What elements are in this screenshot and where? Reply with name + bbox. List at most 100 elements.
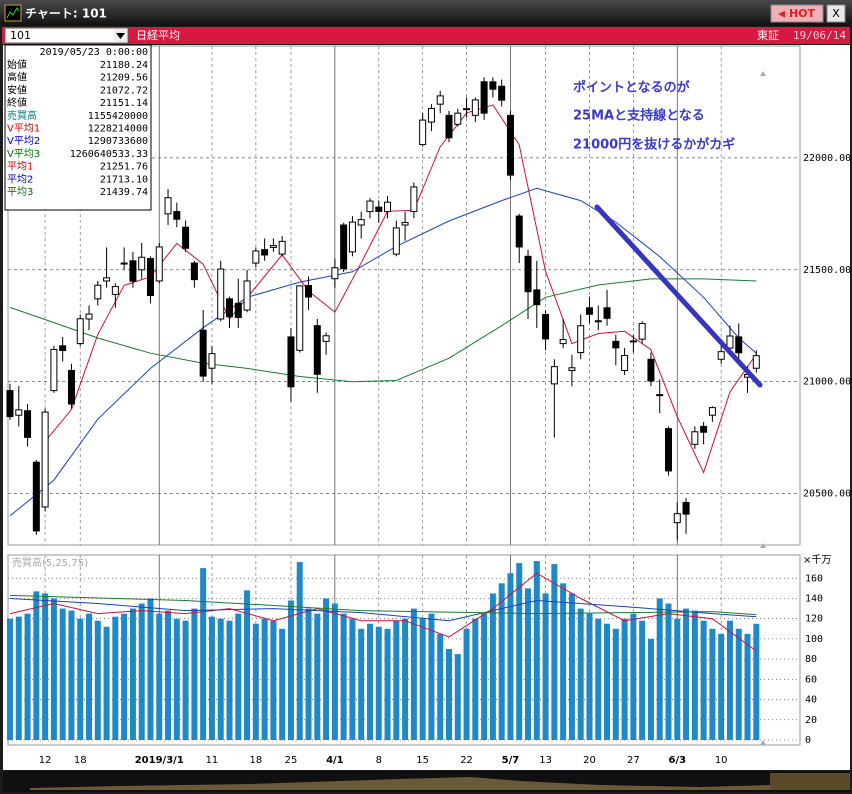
volume-bar	[551, 564, 558, 740]
price-pane	[7, 45, 801, 546]
candle-body	[103, 277, 111, 282]
info-label: 終値	[7, 96, 27, 109]
volume-bar	[7, 618, 13, 740]
volume-bar	[463, 628, 470, 740]
title-bar	[0, 0, 852, 26]
volume-bar	[279, 628, 286, 740]
candle-body	[454, 112, 462, 125]
volume-bar	[59, 608, 66, 740]
candle-body	[164, 197, 172, 215]
info-label: 安値	[7, 83, 27, 96]
y-tick-label: 22000.00	[803, 153, 851, 164]
volume-bar	[261, 618, 268, 740]
candle-body	[550, 366, 558, 385]
candle-body	[638, 322, 646, 340]
candle-body	[647, 358, 655, 382]
info-value: 21180.24	[100, 60, 148, 71]
app-icon-glyph	[6, 7, 20, 19]
candle-body	[506, 114, 514, 176]
candle-body	[252, 250, 260, 264]
candle-body	[559, 339, 567, 345]
overview-mini	[30, 777, 770, 790]
volume-bar	[366, 623, 373, 740]
volume-bar	[200, 568, 207, 740]
candle-body	[375, 206, 383, 212]
x-tick-label: 2019/3/1	[135, 755, 184, 766]
info-label: V平均2	[7, 135, 40, 147]
scroll-mark	[760, 71, 766, 76]
y-tick-label: 60	[805, 674, 817, 685]
candle-body	[436, 95, 444, 105]
market: 東証	[757, 29, 779, 42]
volume-bar	[103, 626, 110, 740]
volume-bar	[15, 616, 22, 740]
candle-body	[305, 284, 313, 298]
volume-bar	[735, 628, 742, 740]
volume-bar	[147, 598, 154, 740]
volume-bar	[674, 618, 681, 740]
info-box	[4, 44, 152, 211]
candle-body	[542, 314, 550, 340]
info-label: 平均2	[7, 173, 33, 185]
volume-bar	[691, 610, 698, 740]
toolbar	[2, 27, 850, 44]
scroll-mark	[760, 740, 766, 745]
code-input[interactable]	[4, 27, 129, 44]
candle-body	[190, 262, 198, 281]
toolbar-date: 19/06/14	[793, 29, 846, 42]
close-button[interactable]	[826, 4, 846, 23]
y-tick-label: 160	[805, 573, 823, 584]
volume-bar	[112, 616, 119, 740]
volume-bar	[744, 633, 751, 740]
volume-bar	[683, 608, 690, 740]
info-label: 平均3	[7, 186, 33, 198]
x-tick-label: 22	[460, 755, 473, 766]
volume-bar	[244, 590, 251, 740]
volume-bar	[753, 623, 760, 740]
volume-bar	[489, 593, 496, 740]
info-value: 21713.10	[100, 174, 148, 185]
info-value: 1155420000	[88, 111, 148, 122]
hot-arrow: ◀	[778, 10, 785, 20]
ma-line	[9, 572, 757, 652]
volume-bar	[94, 620, 101, 740]
candle-body	[533, 289, 541, 306]
candle-body	[50, 348, 58, 392]
candle-body	[261, 249, 269, 256]
annotation: 25MAと支持線となる	[573, 108, 705, 124]
volume-bar	[419, 618, 426, 740]
volume-bar	[428, 613, 435, 740]
ma-line	[9, 278, 757, 383]
candle-body	[208, 353, 216, 369]
candle-body	[682, 501, 690, 515]
candle-body	[296, 285, 304, 351]
candle-body	[331, 267, 339, 280]
y-tick-label: 21000.00	[803, 377, 851, 388]
info-value: 21209.56	[100, 73, 148, 84]
hot-button[interactable]	[770, 4, 824, 23]
code-text: 101	[10, 29, 31, 42]
y-tick-label: 120	[805, 614, 823, 625]
candle-body	[726, 335, 734, 349]
info-value: 21251.76	[100, 162, 148, 173]
x-tick-label: 5/7	[502, 755, 520, 766]
x-tick-label: 8	[376, 755, 382, 766]
volume-bar	[296, 562, 303, 740]
info-value: 21439.74	[100, 187, 148, 198]
overview-window[interactable]	[770, 773, 850, 790]
candle-body	[419, 119, 427, 145]
volume-bar	[86, 613, 93, 740]
candle-body	[41, 411, 49, 508]
candle-body	[463, 108, 471, 111]
candle-body	[199, 329, 207, 377]
candle-body	[226, 298, 233, 318]
info-label: 平均1	[7, 161, 33, 173]
scroll-mark	[760, 543, 766, 548]
x-tick-label: 20	[583, 755, 596, 766]
candle-body	[691, 431, 699, 445]
y-tick-label: 140	[805, 593, 823, 604]
volume-bar	[156, 613, 163, 740]
volume-bar	[542, 593, 549, 740]
candle-body	[717, 351, 725, 360]
